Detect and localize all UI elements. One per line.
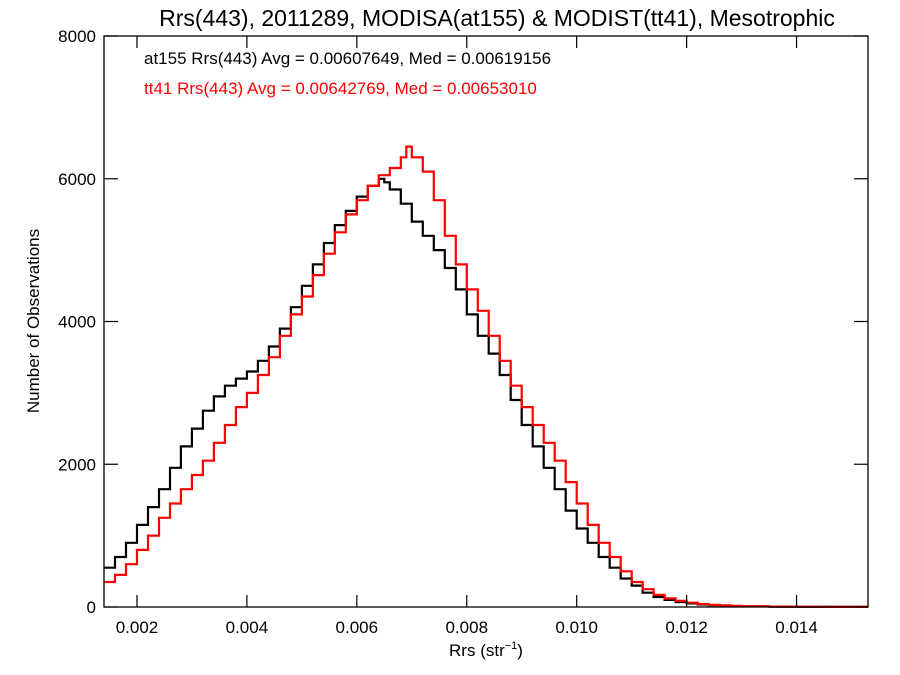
chart-title: Rrs(443), 2011289, MODISA(at155) & MODIS… bbox=[159, 5, 835, 31]
x-axis-label: Rrs (str−1) bbox=[449, 640, 523, 660]
x-tick-label: 0.012 bbox=[665, 618, 708, 637]
series-at155-line bbox=[104, 177, 868, 608]
annotation-red: tt41 Rrs(443) Avg = 0.00642769, Med = 0.… bbox=[144, 79, 537, 98]
x-axis-label-main: Rrs (str bbox=[449, 641, 505, 660]
x-axis-label-close: ) bbox=[517, 641, 523, 660]
x-tick-label: 0.010 bbox=[555, 618, 598, 637]
y-tick-label: 8000 bbox=[58, 27, 96, 46]
x-tick-label: 0.006 bbox=[336, 618, 379, 637]
x-tick-label: 0.008 bbox=[445, 618, 488, 637]
series-tt41-line bbox=[104, 145, 868, 608]
y-tick-label: 2000 bbox=[58, 455, 96, 474]
series-layer bbox=[104, 145, 868, 608]
annotation-red-text: tt41 Rrs(443) Avg = 0.00642769, Med = 0.… bbox=[144, 79, 537, 98]
annotation-black-text: at155 Rrs(443) Avg = 0.00607649, Med = 0… bbox=[144, 49, 551, 68]
x-tick-label: 0.004 bbox=[226, 618, 269, 637]
y-axis-label: Number of Observations bbox=[24, 229, 43, 413]
plot-frame bbox=[103, 35, 869, 608]
y-tick-label: 4000 bbox=[58, 313, 96, 332]
x-tick-label: 0.002 bbox=[116, 618, 159, 637]
y-axis: 0 2000 4000 6000 8000 bbox=[58, 27, 868, 617]
y-tick-label: 0 bbox=[87, 598, 96, 617]
y-tick-label: 6000 bbox=[58, 170, 96, 189]
x-axis-label-sup: −1 bbox=[505, 640, 518, 652]
x-tick-label: 0.014 bbox=[775, 618, 818, 637]
x-axis: 0.002 0.004 0.006 0.008 0.010 0.012 0.014 bbox=[116, 36, 818, 637]
annotation-black: at155 Rrs(443) Avg = 0.00607649, Med = 0… bbox=[144, 49, 551, 68]
